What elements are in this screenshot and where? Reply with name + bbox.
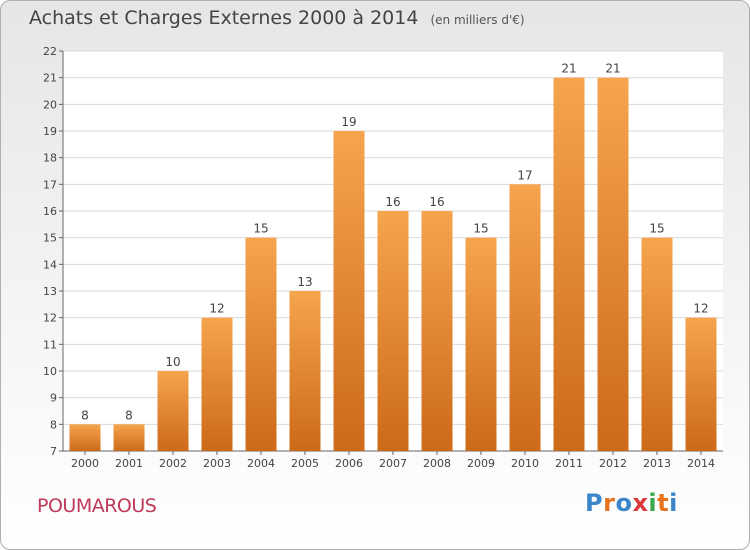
bar [201,317,233,451]
bar-value-label: 12 [209,302,224,316]
bar-value-label: 12 [693,302,708,316]
y-tick-label: 9 [50,392,57,405]
bar-value-label: 8 [81,408,89,422]
y-tick-label: 12 [43,312,57,325]
bar-value-label: 17 [517,168,532,182]
bar-value-label: 8 [125,408,133,422]
x-tick-label: 2006 [335,457,363,470]
chart-title: Achats et Charges Externes 2000 à 2014 (e… [29,7,525,29]
logo-letter: t [657,489,670,517]
proxiti-logo: Proxiti [585,489,678,517]
bar [289,291,321,451]
y-tick-label: 18 [43,152,57,165]
logo-letter: o [615,489,633,517]
bar-value-label: 16 [385,195,400,209]
bar [597,77,629,452]
x-tick-label: 2012 [599,457,627,470]
bar-value-label: 13 [297,275,312,289]
bar [69,424,101,451]
y-tick-label: 17 [43,178,57,191]
bar-value-label: 10 [165,355,180,369]
x-tick-label: 2011 [555,457,583,470]
x-tick-label: 2010 [511,457,539,470]
y-tick-label: 8 [50,418,57,431]
bar [421,211,453,451]
x-tick-label: 2005 [291,457,319,470]
chart-title-text: Achats et Charges Externes 2000 à 2014 [29,7,419,29]
logo-letter: i [648,489,658,517]
chart-unit: (en milliers d'€) [430,13,525,27]
bar [377,211,409,451]
y-tick-label: 10 [43,365,57,378]
bar [245,237,277,451]
x-tick-label: 2013 [643,457,671,470]
x-tick-label: 2004 [247,457,275,470]
y-tick-label: 22 [43,45,57,58]
x-tick-label: 2001 [115,457,143,470]
y-tick-label: 14 [43,258,57,271]
commune-name: POUMAROUS [37,495,157,517]
bar [509,184,541,452]
bar [465,237,497,451]
y-tick-label: 16 [43,205,57,218]
x-tick-label: 2007 [379,457,407,470]
logo-letter: P [585,489,604,517]
bar [113,424,145,451]
bar-value-label: 21 [561,62,576,76]
y-tick-label: 21 [43,72,57,85]
y-tick-label: 13 [43,285,57,298]
bar-value-label: 19 [341,115,356,129]
logo-letter: i [669,489,678,517]
logo-letter: r [603,489,616,517]
x-tick-label: 2014 [687,457,715,470]
y-tick-label: 15 [43,232,57,245]
x-tick-label: 2008 [423,457,451,470]
bar-value-label: 15 [253,222,268,236]
x-tick-label: 2002 [159,457,187,470]
bar [553,77,585,452]
y-tick-label: 19 [43,125,57,138]
x-tick-label: 2009 [467,457,495,470]
bar-value-label: 16 [429,195,444,209]
bar-value-label: 21 [605,62,620,76]
y-tick-label: 20 [43,98,57,111]
bar-value-label: 15 [649,222,664,236]
bar [641,237,673,451]
bar [685,317,717,451]
bar [333,131,365,451]
x-tick-label: 2000 [71,457,99,470]
y-tick-label: 7 [50,445,57,458]
x-tick-label: 2003 [203,457,231,470]
y-tick-label: 11 [43,338,57,351]
bar-value-label: 15 [473,222,488,236]
logo-letter: x [632,489,649,517]
bar [157,371,189,451]
